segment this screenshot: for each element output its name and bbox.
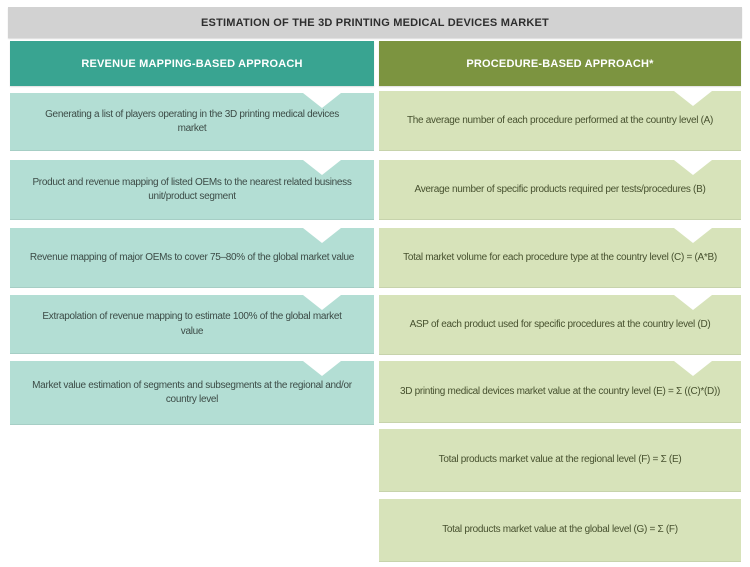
revenue-step-2: Product and revenue mapping of listed OE… xyxy=(10,160,374,220)
procedure-step-4-text: ASP of each product used for specific pr… xyxy=(409,318,711,330)
procedure-step-7-text: Total products market value at the globa… xyxy=(442,524,678,536)
procedure-step-6: Total products market value at the regio… xyxy=(379,429,741,492)
procedure-step-2: Average number of specific products requ… xyxy=(379,160,741,220)
procedure-step-4: ASP of each product used for specific pr… xyxy=(379,295,741,355)
procedure-step-5: 3D printing medical devices market value… xyxy=(379,361,741,423)
procedure-step-2-text: Average number of specific products requ… xyxy=(414,183,706,195)
procedure-step-3-text: Total market volume for each procedure t… xyxy=(403,251,717,263)
revenue-step-5: Market value estimation of segments and … xyxy=(10,361,374,425)
revenue-approach-header: REVENUE MAPPING-BASED APPROACH xyxy=(10,41,374,86)
procedure-step-3: Total market volume for each procedure t… xyxy=(379,228,741,288)
revenue-step-3-text: Revenue mapping of major OEMs to cover 7… xyxy=(29,251,355,263)
revenue-step-1: Generating a list of players operating i… xyxy=(10,93,374,151)
revenue-step-5-text: Market value estimation of segments and … xyxy=(32,379,352,406)
procedure-step-5-text: 3D printing medical devices market value… xyxy=(399,385,721,397)
revenue-step-3: Revenue mapping of major OEMs to cover 7… xyxy=(10,228,374,288)
procedure-step-7: Total products market value at the globa… xyxy=(379,499,741,562)
revenue-step-2-text: Product and revenue mapping of listed OE… xyxy=(32,176,352,203)
procedure-step-6-text: Total products market value at the regio… xyxy=(438,454,682,466)
title-bar: ESTIMATION OF THE 3D PRINTING MEDICAL DE… xyxy=(8,7,742,38)
procedure-approach-header-text: PROCEDURE-BASED APPROACH* xyxy=(466,57,654,70)
diagram-title: ESTIMATION OF THE 3D PRINTING MEDICAL DE… xyxy=(201,16,549,29)
procedure-step-1-text: The average number of each procedure per… xyxy=(406,114,714,126)
revenue-approach-header-text: REVENUE MAPPING-BASED APPROACH xyxy=(81,57,303,70)
revenue-step-4-text: Extrapolation of revenue mapping to esti… xyxy=(42,311,342,337)
revenue-step-1-text: Generating a list of players operating i… xyxy=(45,108,339,135)
procedure-approach-header: PROCEDURE-BASED APPROACH* xyxy=(379,41,741,86)
procedure-step-1: The average number of each procedure per… xyxy=(379,91,741,151)
revenue-step-4: Extrapolation of revenue mapping to esti… xyxy=(10,295,374,354)
